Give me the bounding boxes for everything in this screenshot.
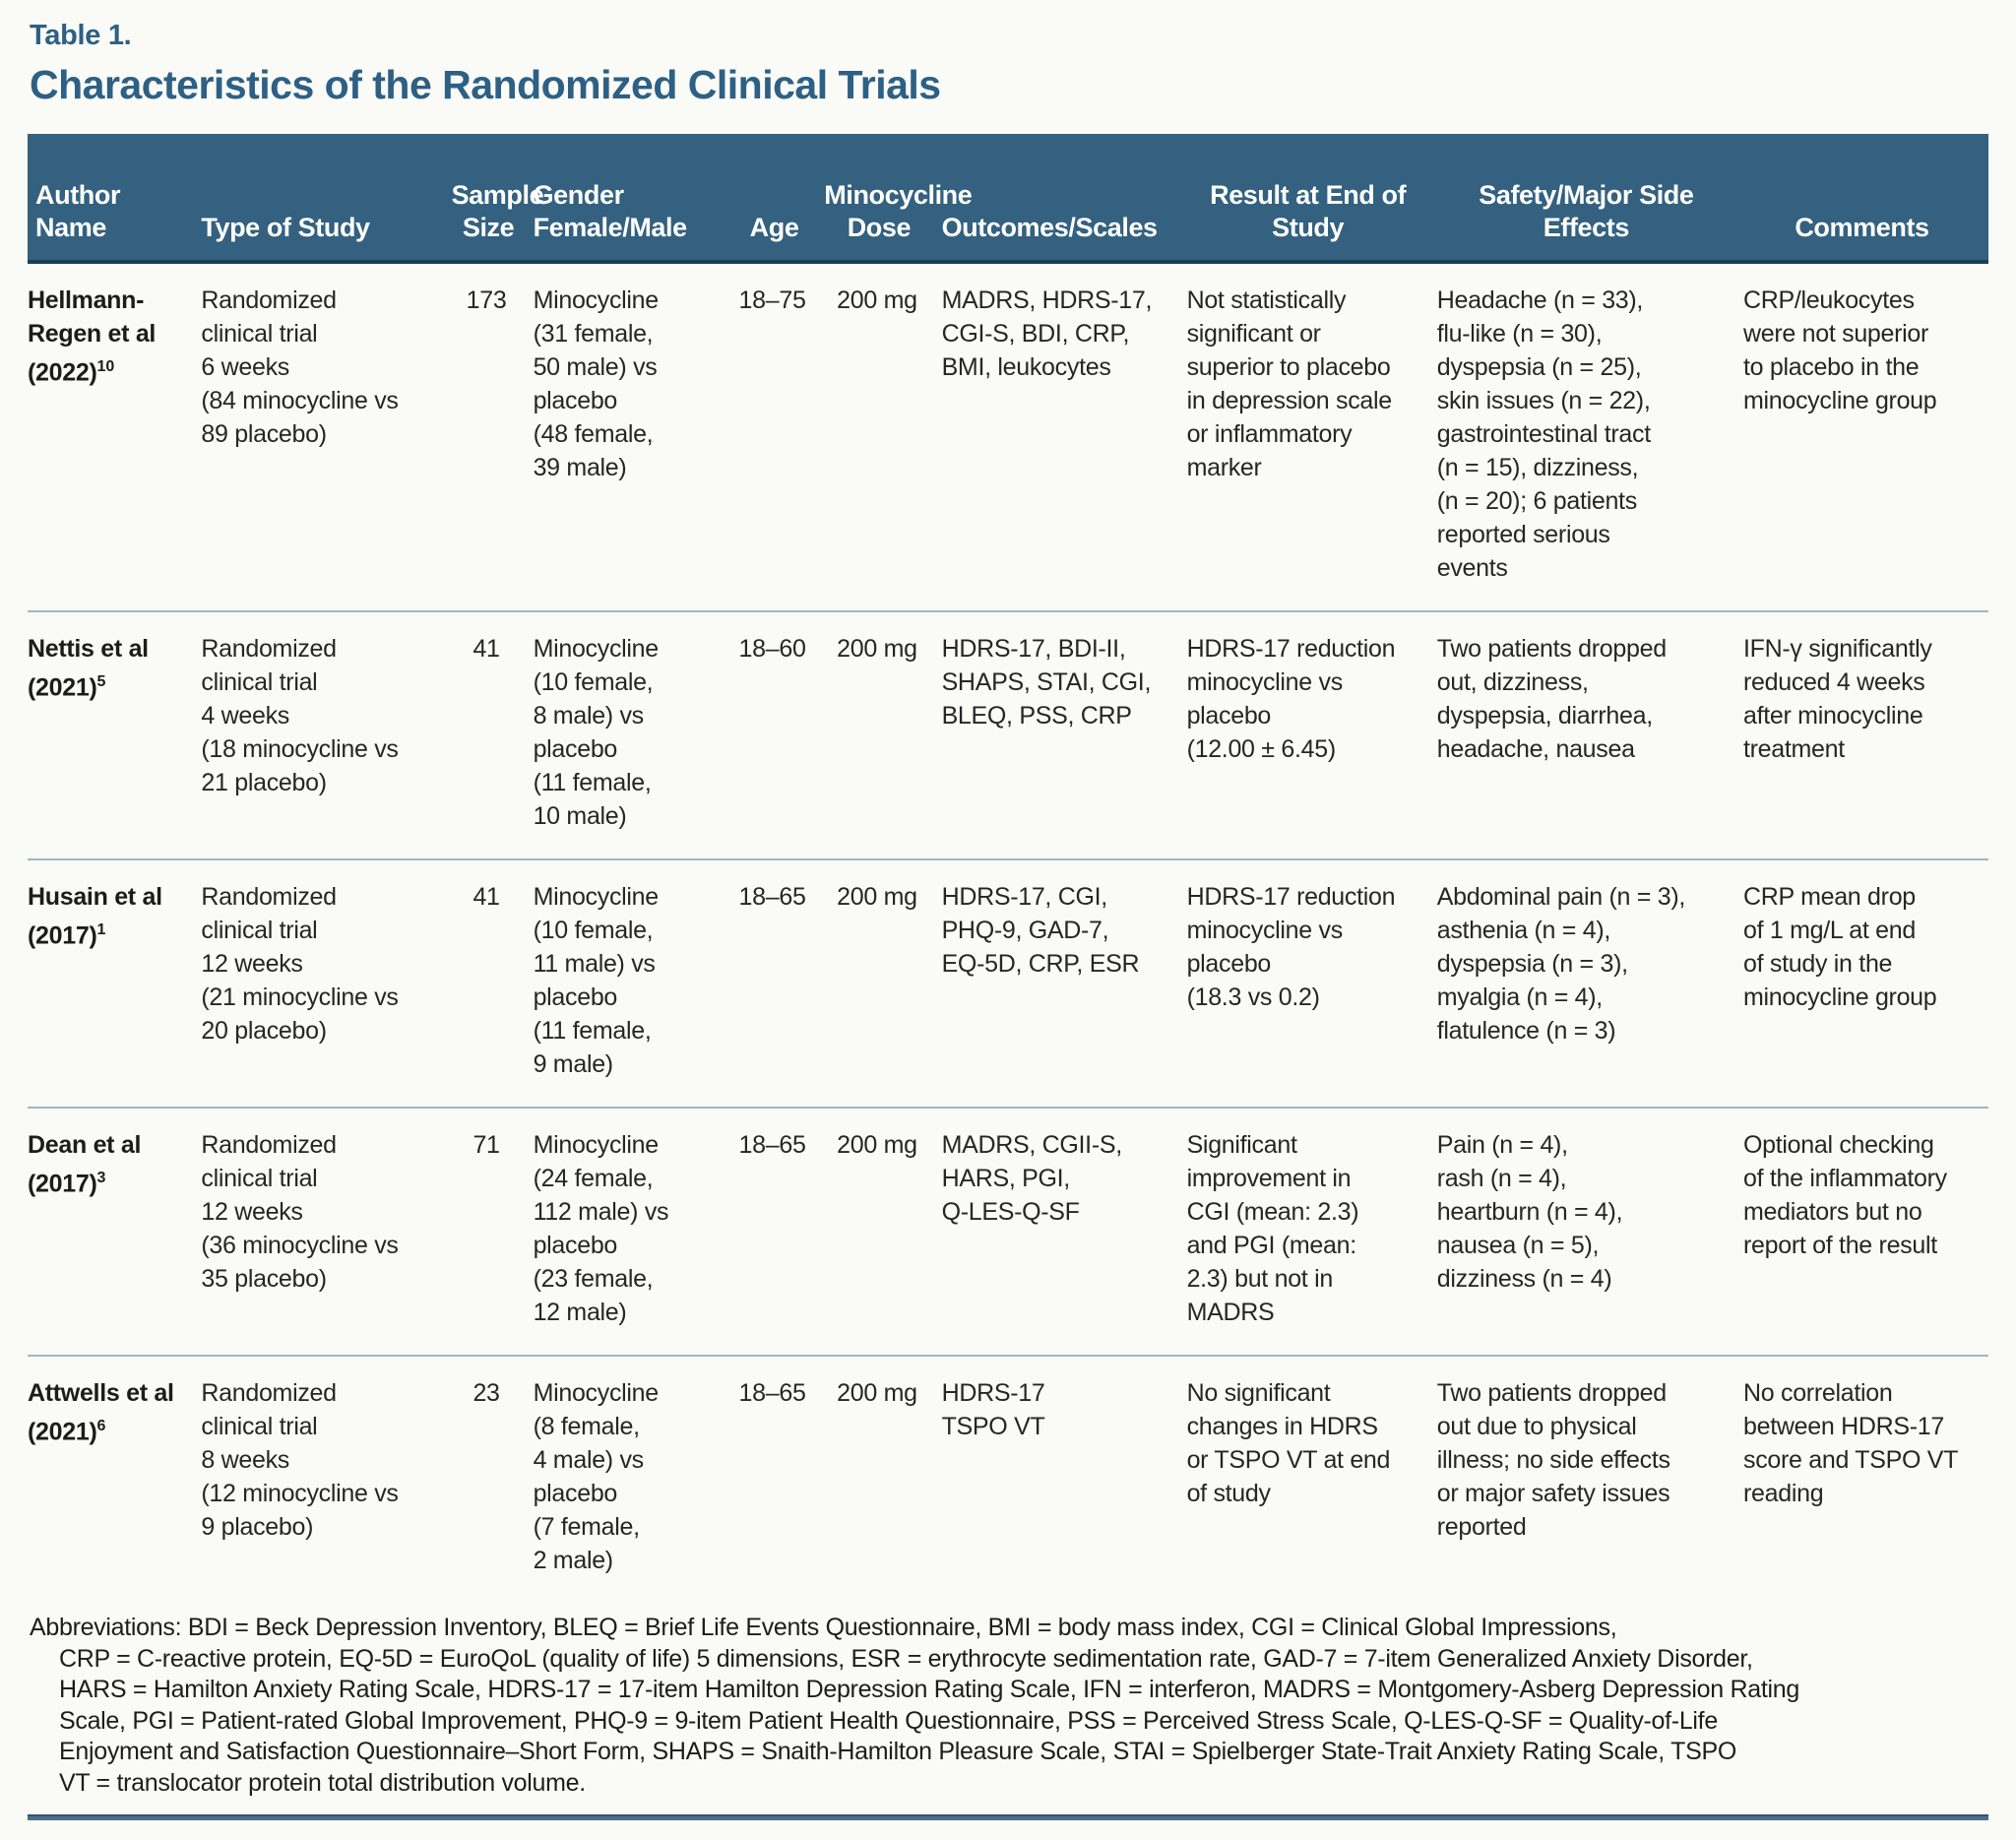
- reference-superscript: 5: [96, 673, 106, 690]
- column-header-minocycline-dose: Minocycline Dose: [824, 134, 973, 264]
- table-header: Author Name Type of Study Sample Size Ge…: [28, 134, 1988, 264]
- reference-superscript: 6: [96, 1418, 106, 1434]
- cell-result: No significant changes in HDRS or TSPO V…: [1186, 1379, 1391, 1507]
- cell-type-of-study: Randomized clinical trial 6 weeks (84 mi…: [201, 262, 452, 612]
- table-row: Dean et al (2017)3 Randomized clinical t…: [28, 1108, 1988, 1357]
- cell-sample-size: 173: [451, 262, 534, 612]
- abbreviation-line: HARS = Hamilton Anxiety Rating Scale, HD…: [59, 1676, 1799, 1703]
- column-header-type-of-study: Type of Study: [201, 134, 452, 264]
- cell-outcomes: MADRS, HDRS-17, CGI-S, BDI, CRP, BMI, le…: [941, 262, 1187, 612]
- cell-comments: CRP/leukocytes were not superior to plac…: [1743, 262, 1988, 612]
- author-name: Nettis et al (2021): [28, 635, 149, 702]
- cell-safety: Pain (n = 4), rash (n = 4), heartburn (n…: [1436, 1108, 1743, 1357]
- cell-gender: Minocycline (31 female, 50 male) vs plac…: [533, 262, 732, 612]
- cell-author: Nettis et al (2021)5: [28, 611, 202, 860]
- cell-result: Not statistically significant or superio…: [1186, 262, 1437, 612]
- cell-dose: 200 mg: [837, 1379, 917, 1407]
- table-row: Attwells et al (2021)6 Randomized clinic…: [28, 1356, 1988, 1603]
- cell-dose: 200 mg: [824, 1108, 942, 1357]
- cell-age: 18–75: [731, 262, 825, 612]
- abbreviation-line: VT = translocator protein total distribu…: [59, 1768, 586, 1797]
- column-header-sample-size: Sample Size: [451, 134, 544, 264]
- cell-age: 18–60: [731, 611, 825, 860]
- cell-gender: Minocycline (24 female, 112 male) vs pla…: [533, 1108, 732, 1357]
- cell-gender: Minocycline (8 female, 4 male) vs placeb…: [533, 1379, 660, 1574]
- reference-superscript: 10: [96, 358, 115, 375]
- cell-sample-size: 71: [451, 1108, 534, 1357]
- author-name: Husain et al (2017): [28, 883, 162, 950]
- table-row: Hellmann- Regen et al (2022)10 Randomize…: [28, 262, 1988, 612]
- cell-outcomes: HDRS-17, CGI, PHQ-9, GAD-7, EQ-5D, CRP, …: [941, 859, 1187, 1109]
- cell-comments: CRP mean drop of 1 mg/L at end of study …: [1743, 859, 1988, 1109]
- cell-author: Husain et al (2017)1: [28, 859, 202, 1109]
- cell-sample-size: 23: [472, 1379, 500, 1407]
- cell-result: Significant improvement in CGI (mean: 2.…: [1186, 1108, 1437, 1357]
- table-label: Table 1.: [30, 20, 132, 51]
- cell-comments: Optional checking of the inflammatory me…: [1743, 1108, 1988, 1357]
- author-name: Attwells et al (2021): [28, 1379, 174, 1446]
- table-body: Hellmann- Regen et al (2022)10 Randomize…: [28, 262, 1988, 1603]
- cell-age: 18–65: [731, 1108, 825, 1357]
- clinical-trials-table: Author Name Type of Study Sample Size Ge…: [28, 134, 1988, 1603]
- reference-superscript: 3: [96, 1170, 106, 1186]
- cell-outcomes: HDRS-17, BDI-II, SHAPS, STAI, CGI, BLEQ,…: [941, 611, 1187, 860]
- cell-outcomes: MADRS, CGII-S, HARS, PGI, Q-LES-Q-SF: [941, 1108, 1187, 1357]
- cell-safety: Two patients dropped out, dizziness, dys…: [1436, 611, 1743, 860]
- author-name: Dean et al (2017): [28, 1131, 142, 1198]
- abbreviation-line: Enjoyment and Satisfaction Questionnaire…: [59, 1738, 1736, 1765]
- cell-age: 18–65: [731, 859, 825, 1109]
- cell-type-of-study: Randomized clinical trial 8 weeks (12 mi…: [201, 1379, 399, 1541]
- cell-dose: 200 mg: [824, 611, 942, 860]
- reference-superscript: 1: [96, 921, 106, 938]
- cell-dose: 200 mg: [824, 262, 942, 612]
- cell-dose: 200 mg: [824, 859, 942, 1109]
- cell-result: HDRS-17 reduction minocycline vs placebo…: [1186, 611, 1437, 860]
- cell-type-of-study: Randomized clinical trial 12 weeks (36 m…: [201, 1108, 452, 1357]
- cell-safety: Abdominal pain (n = 3), asthenia (n = 4)…: [1436, 859, 1743, 1109]
- abbreviation-line: CRP = C-reactive protein, EQ-5D = EuroQo…: [59, 1644, 1753, 1673]
- cell-comments: IFN-γ significantly reduced 4 weeks afte…: [1743, 611, 1988, 860]
- cell-author: Attwells et al (2021)6: [28, 1356, 201, 1603]
- cell-sample-size: 41: [451, 859, 534, 1109]
- column-header-comments: Comments: [1743, 134, 1988, 264]
- table-row: Husain et al (2017)1 Randomized clinical…: [28, 859, 1988, 1109]
- cell-gender: Minocycline (10 female, 11 male) vs plac…: [533, 859, 732, 1109]
- cell-result: HDRS-17 reduction minocycline vs placebo…: [1186, 859, 1437, 1109]
- column-header-safety: Safety/Major Side Effects: [1436, 134, 1743, 264]
- page-title: Characteristics of the Randomized Clinic…: [30, 62, 941, 107]
- abbreviations-note: Abbreviations: BDI = Beck Depression Inv…: [30, 1613, 1988, 1799]
- cell-author: Hellmann- Regen et al (2022)10: [28, 262, 202, 612]
- column-header-age: Age: [731, 134, 825, 264]
- bottom-rule: [28, 1814, 1988, 1820]
- table-row: Nettis et al (2021)5 Randomized clinical…: [28, 611, 1988, 860]
- abbreviation-line: Scale, PGI = Patient-rated Global Improv…: [59, 1706, 1718, 1735]
- column-header-outcomes-scales: Outcomes/Scales: [941, 134, 1187, 264]
- cell-type-of-study: Randomized clinical trial 4 weeks (18 mi…: [201, 611, 452, 860]
- column-header-result: Result at End of Study: [1186, 134, 1437, 264]
- author-name: Hellmann- Regen et al (2022): [28, 286, 157, 387]
- cell-outcomes: HDRS-17 TSPO VT: [941, 1379, 1045, 1440]
- cell-sample-size: 41: [451, 611, 534, 860]
- cell-safety: Headache (n = 33), flu-like (n = 30), dy…: [1436, 262, 1743, 612]
- column-header-author-name: Author Name: [28, 134, 202, 264]
- cell-gender: Minocycline (10 female, 8 male) vs place…: [533, 611, 732, 860]
- header-row: Author Name Type of Study Sample Size Ge…: [28, 134, 1988, 264]
- cell-safety: Two patients dropped out due to physical…: [1436, 1379, 1670, 1541]
- abbreviation-line: Abbreviations: BDI = Beck Depression Inv…: [30, 1614, 1617, 1641]
- cell-comments: No correlation between HDRS-17 score and…: [1743, 1379, 1959, 1507]
- column-header-gender: Gender Female/Male: [533, 134, 732, 264]
- cell-author: Dean et al (2017)3: [28, 1108, 202, 1357]
- cell-type-of-study: Randomized clinical trial 12 weeks (21 m…: [201, 859, 452, 1109]
- cell-age: 18–65: [738, 1379, 806, 1407]
